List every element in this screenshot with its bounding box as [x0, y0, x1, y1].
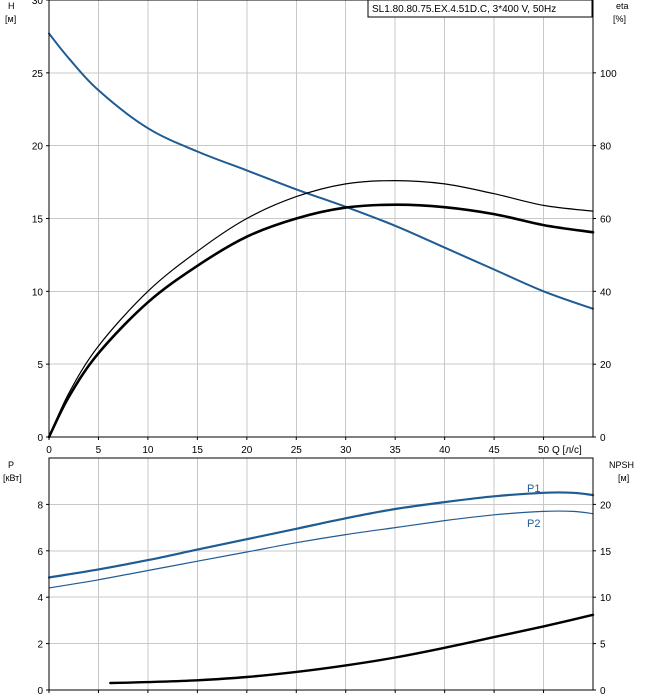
bottom-right-axis-name: NPSH: [609, 460, 634, 470]
top-right-axis-unit: [%]: [613, 14, 626, 24]
x-axis-label: Q [л/с]: [552, 445, 582, 456]
right-tick-label: 60: [600, 215, 612, 226]
left-tick-label: 6: [37, 547, 43, 558]
right-tick-label: 15: [600, 547, 612, 558]
right-tick-label: 40: [600, 287, 612, 298]
top-left-axis-unit: [м]: [5, 14, 16, 24]
series-line-bottom-0: [47, 491, 595, 579]
x-tick-label: 50: [538, 445, 550, 456]
top-left-axis-name: H: [8, 1, 15, 11]
bottom-left-axis-unit: [кВт]: [3, 473, 22, 483]
right-tick-label: 0: [600, 686, 606, 697]
series-label-p1: P1: [527, 483, 540, 495]
x-tick-label: 5: [96, 445, 102, 456]
top-chart-grid: [49, 0, 593, 437]
right-tick-label: 80: [600, 142, 612, 153]
x-tick-label: 0: [46, 445, 52, 456]
right-tick-label: 0: [600, 433, 606, 444]
top-chart-curves: [47, 32, 595, 439]
series-line-top-0: [48, 32, 594, 310]
bottom-right-axis-unit: [м]: [618, 473, 629, 483]
right-tick-label: 20: [600, 500, 612, 511]
series-line-top-2: [47, 203, 595, 439]
chart-title: SL1.80.80.75.EX.4.51D.C, 3*400 V, 50Hz: [372, 4, 556, 15]
series-line-bottom-1: [48, 510, 594, 589]
x-tick-label: 30: [340, 445, 352, 456]
bottom-left-axis-name: P: [8, 460, 14, 470]
left-tick-label: 0: [37, 686, 43, 697]
left-tick-label: 10: [32, 287, 44, 298]
right-tick-label: 100: [600, 69, 617, 80]
series-line-top-1: [48, 180, 594, 438]
x-tick-label: 45: [489, 445, 501, 456]
left-tick-label: 0: [37, 433, 43, 444]
left-tick-label: 15: [32, 215, 44, 226]
x-tick-label: 15: [192, 445, 204, 456]
bottom-chart-ticks: 0 2 4 6 8 0 5 10 15 20: [37, 500, 611, 697]
left-tick-label: 30: [32, 0, 44, 7]
bottom-chart-frame: [48, 457, 594, 691]
right-tick-label: 10: [600, 593, 612, 604]
bottom-chart-curves: [47, 491, 595, 685]
right-tick-label: 20: [600, 360, 612, 371]
x-tick-label: 10: [142, 445, 154, 456]
top-right-axis-name: eta: [616, 1, 629, 11]
x-tick-label: 35: [390, 445, 402, 456]
series-line-bottom-2: [109, 613, 595, 685]
chart-title-box: [367, 0, 593, 18]
x-tick-label: 40: [439, 445, 451, 456]
left-tick-label: 25: [32, 69, 44, 80]
left-tick-label: 8: [37, 500, 43, 511]
right-tick-label: 5: [600, 640, 606, 651]
left-tick-label: 2: [37, 640, 43, 651]
left-tick-label: 20: [32, 142, 44, 153]
left-tick-label: 4: [37, 593, 43, 604]
series-label-p2: P2: [527, 518, 540, 530]
bottom-chart-grid: [49, 458, 593, 690]
left-tick-label: 5: [37, 360, 43, 371]
x-tick-label: 25: [291, 445, 303, 456]
top-chart-ticks: 0 5 10 15 20 25 30 0 20 40 60 80 100 0 5 10 15 20 25 30 35 40…: [32, 0, 617, 456]
x-tick-label: 20: [241, 445, 253, 456]
